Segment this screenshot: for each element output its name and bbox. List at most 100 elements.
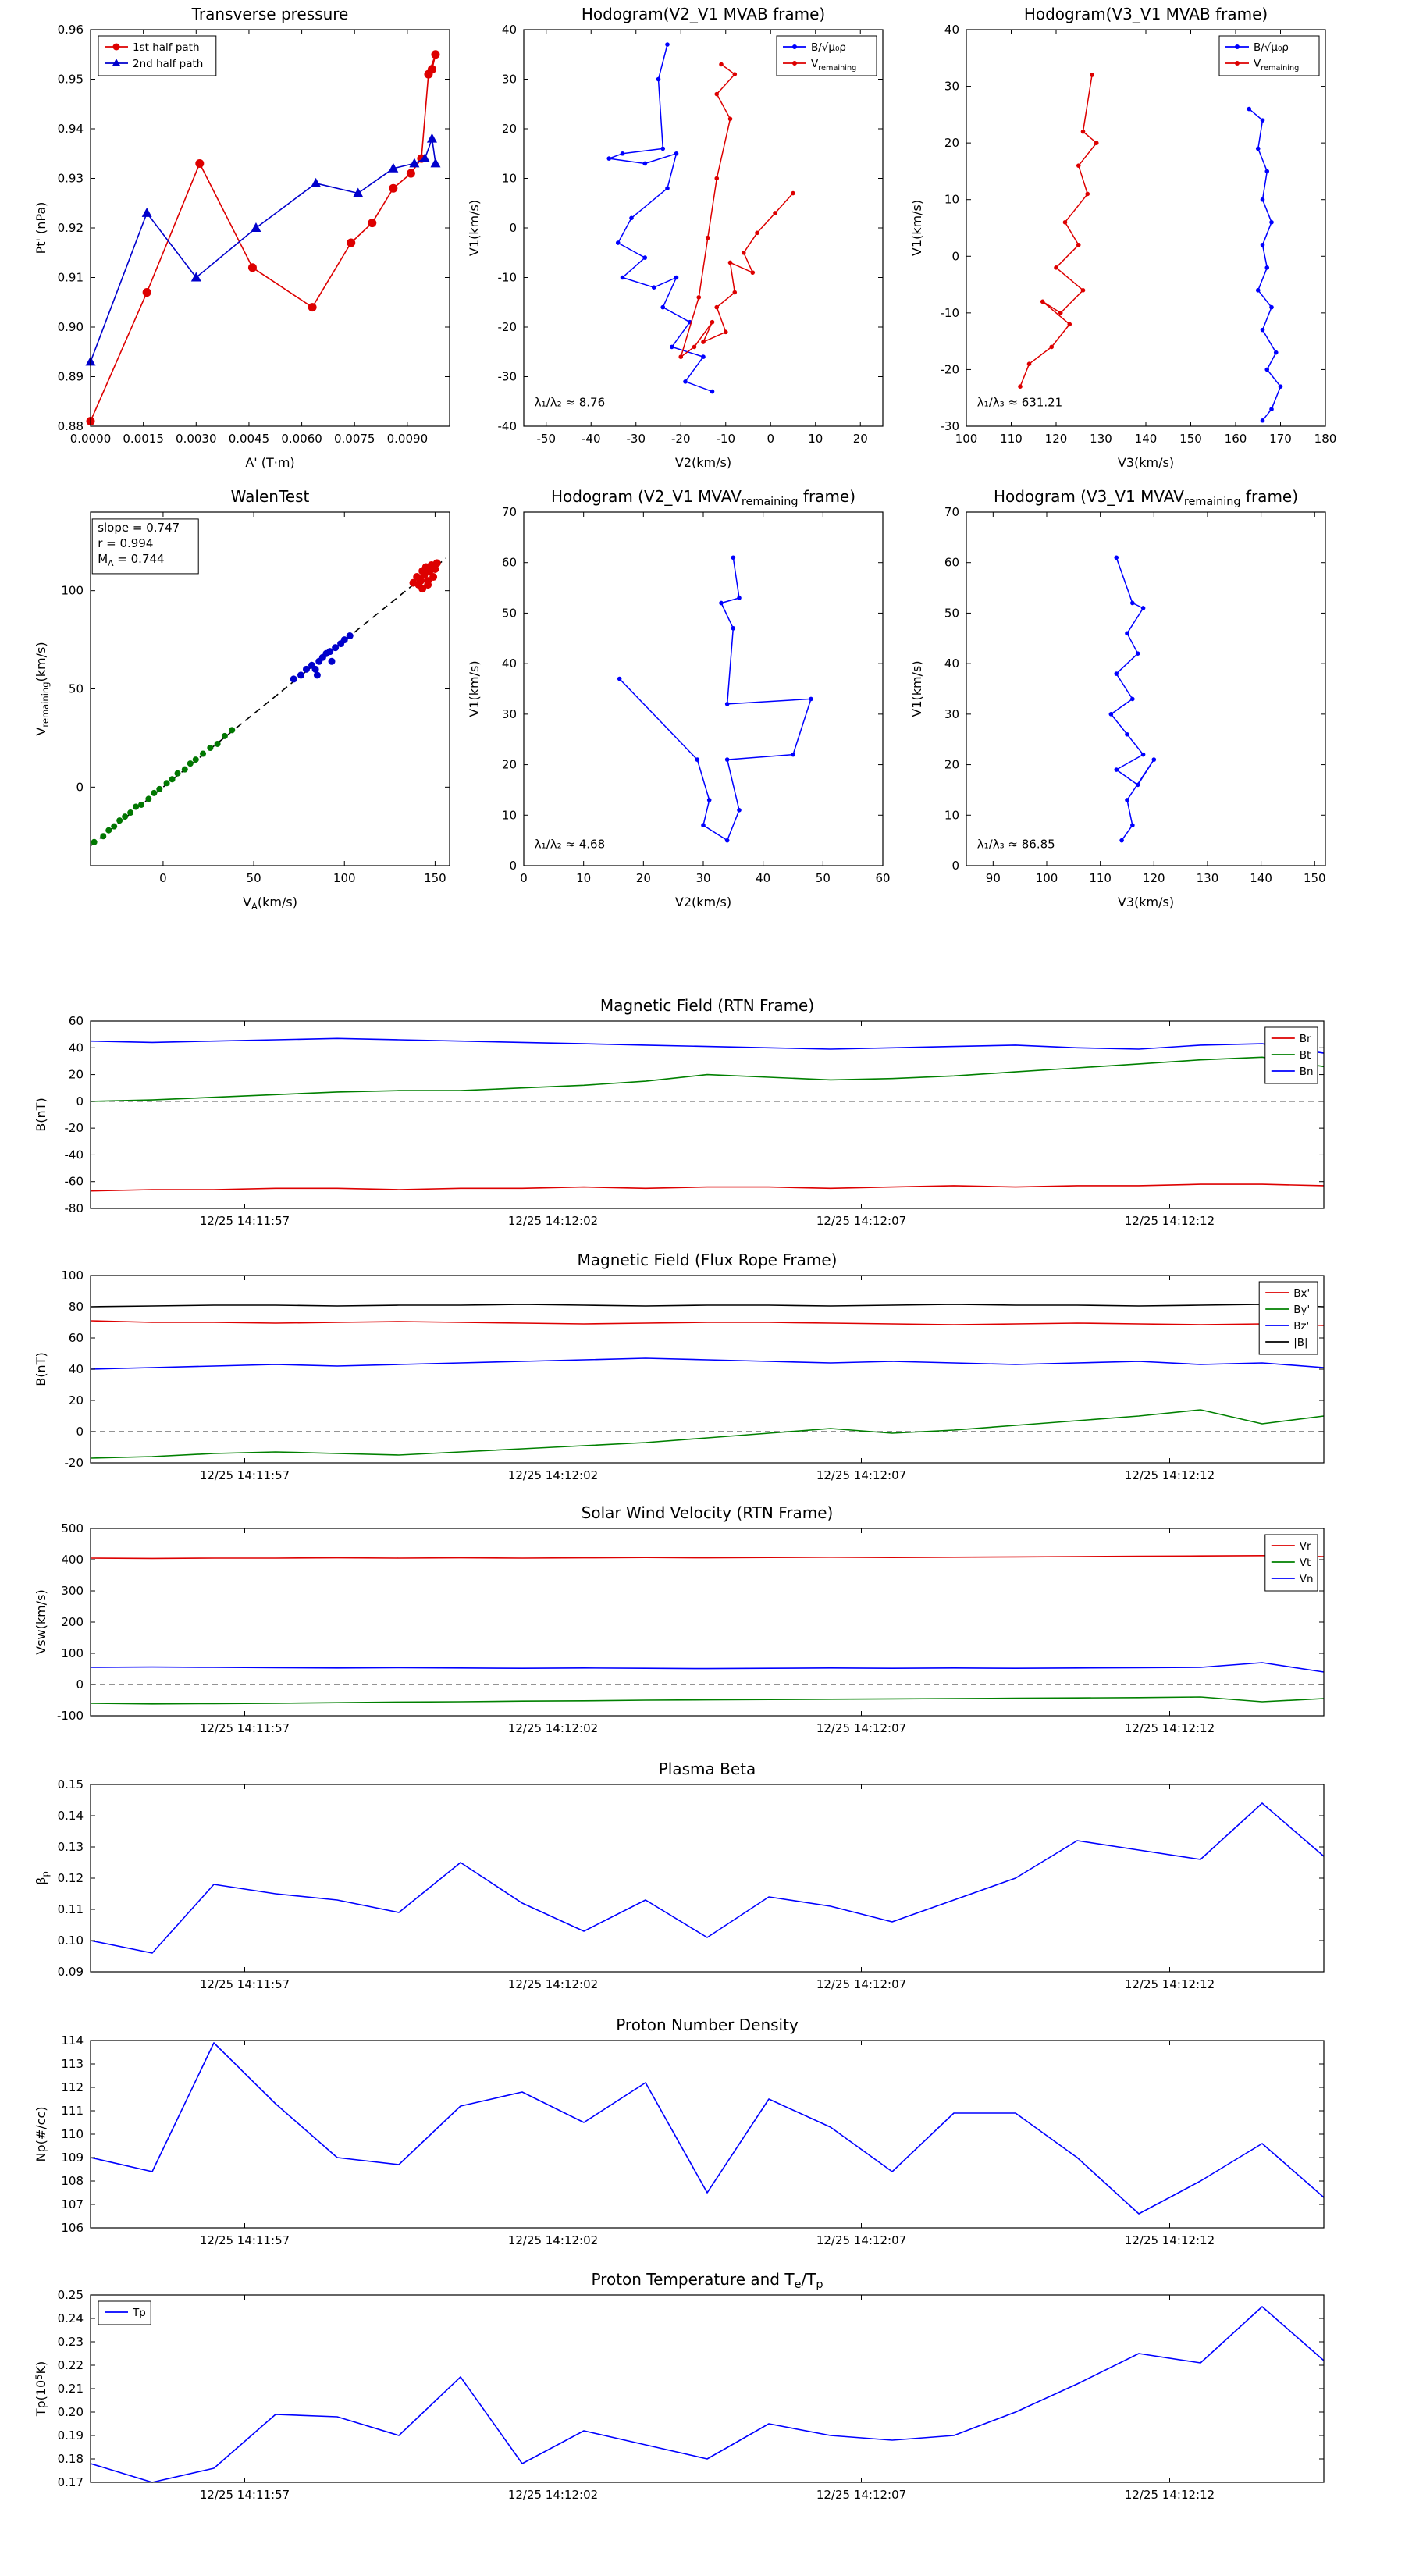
svg-text:0.11: 0.11 [58, 1902, 84, 1916]
svg-text:V3(km/s): V3(km/s) [1118, 895, 1174, 909]
svg-text:B(nT): B(nT) [34, 1098, 48, 1131]
svg-text:30: 30 [502, 707, 517, 721]
svg-text:-100: -100 [57, 1709, 84, 1723]
svg-text:300: 300 [61, 1584, 84, 1598]
svg-text:160: 160 [1225, 432, 1247, 446]
chart-magnetic-field-flux-rope: 12/25 14:11:57 12/25 14:12:02 12/25 14:12:… [34, 1251, 1325, 1482]
svg-text:Magnetic Field (RTN Frame): Magnetic Field (RTN Frame) [600, 996, 814, 1015]
svg-text:-20: -20 [671, 432, 691, 446]
svg-text:12/25 14:12:02: 12/25 14:12:02 [508, 1468, 598, 1482]
svg-text:100: 100 [333, 871, 356, 885]
svg-text:100: 100 [955, 432, 978, 446]
svg-text:100: 100 [61, 1268, 84, 1283]
svg-text:Vn: Vn [1300, 1573, 1314, 1585]
svg-text:12/25 14:12:12: 12/25 14:12:12 [1125, 2233, 1215, 2247]
svg-text:0.0045: 0.0045 [229, 432, 270, 446]
svg-text:12/25 14:12:07: 12/25 14:12:07 [816, 2488, 906, 2502]
svg-text:Solar Wind Velocity (RTN Frame: Solar Wind Velocity (RTN Frame) [582, 1503, 834, 1522]
svg-text:MA = 0.744: MA = 0.744 [98, 552, 164, 568]
svg-text:0: 0 [520, 871, 528, 885]
svg-text:20: 20 [944, 136, 959, 150]
svg-text:Hodogram (V3_V1 MVAVremaining: Hodogram (V3_V1 MVAVremaining frame) [994, 487, 1298, 508]
svg-text:λ₁/λ₃ ≈ 86.85: λ₁/λ₃ ≈ 86.85 [977, 837, 1055, 851]
svg-text:70: 70 [944, 505, 959, 519]
svg-text:0.22: 0.22 [58, 2358, 84, 2372]
svg-text:B(nT): B(nT) [34, 1352, 48, 1386]
svg-text:110: 110 [61, 2127, 84, 2141]
svg-text:100: 100 [61, 584, 84, 598]
svg-text:50: 50 [247, 871, 261, 885]
svg-text:0.0090: 0.0090 [387, 432, 429, 446]
svg-text:0.90: 0.90 [58, 320, 84, 334]
svg-text:0.0075: 0.0075 [334, 432, 375, 446]
svg-text:λ₁/λ₂ ≈ 4.68: λ₁/λ₂ ≈ 4.68 [535, 837, 605, 851]
svg-text:V1(km/s): V1(km/s) [909, 660, 924, 717]
svg-text:500: 500 [61, 1521, 84, 1535]
svg-text:50: 50 [944, 606, 959, 620]
svg-text:113: 113 [61, 2057, 84, 2071]
svg-text:0: 0 [159, 871, 167, 885]
svg-text:V1(km/s): V1(km/s) [467, 660, 482, 717]
svg-text:12/25 14:12:02: 12/25 14:12:02 [508, 2233, 598, 2247]
svg-text:120: 120 [1143, 871, 1165, 885]
svg-text:B/√μ₀ρ: B/√μ₀ρ [1254, 41, 1289, 54]
svg-text:108: 108 [61, 2174, 84, 2188]
svg-text:Hodogram(V3_V1 MVAB frame): Hodogram(V3_V1 MVAB frame) [1024, 5, 1268, 23]
svg-text:-30: -30 [627, 432, 646, 446]
svg-text:12/25 14:11:57: 12/25 14:11:57 [200, 1214, 290, 1228]
svg-text:r = 0.994: r = 0.994 [98, 536, 153, 550]
svg-text:0.0015: 0.0015 [123, 432, 164, 446]
svg-text:110: 110 [1089, 871, 1112, 885]
svg-text:Bn: Bn [1300, 1066, 1314, 1078]
svg-text:Bx': Bx' [1293, 1287, 1310, 1300]
svg-text:12/25 14:11:57: 12/25 14:11:57 [200, 1977, 290, 1991]
svg-text:10: 10 [502, 172, 517, 186]
svg-text:170: 170 [1269, 432, 1292, 446]
svg-text:0.96: 0.96 [58, 23, 84, 37]
svg-text:12/25 14:12:02: 12/25 14:12:02 [508, 1214, 598, 1228]
svg-text:40: 40 [69, 1041, 84, 1055]
svg-text:0.15: 0.15 [58, 1777, 84, 1791]
svg-text:12/25 14:12:12: 12/25 14:12:12 [1125, 1214, 1215, 1228]
svg-text:Vremaining: Vremaining [811, 58, 856, 73]
svg-text:0.17: 0.17 [58, 2475, 84, 2489]
svg-text:0.95: 0.95 [58, 73, 84, 87]
svg-text:70: 70 [502, 505, 517, 519]
svg-text:180: 180 [1314, 432, 1337, 446]
svg-text:0: 0 [76, 780, 84, 794]
svg-text:40: 40 [502, 656, 517, 671]
svg-text:Transverse pressure: Transverse pressure [191, 5, 349, 23]
svg-text:-40: -40 [582, 432, 601, 446]
chart-hodogram-v2v1-mvab: -50 -40 -30 -20 -10 0 10 20 -40 -30 -20 -10 0 10 20 30 4… [467, 5, 884, 470]
svg-text:V2(km/s): V2(km/s) [675, 455, 731, 470]
svg-text:-50: -50 [537, 432, 557, 446]
svg-text:20: 20 [502, 122, 517, 136]
svg-text:Proton Number Density: Proton Number Density [616, 2016, 799, 2034]
svg-text:|B|: |B| [1293, 1336, 1307, 1349]
svg-text:0.19: 0.19 [58, 2428, 84, 2443]
svg-text:40: 40 [69, 1362, 84, 1376]
svg-text:12/25 14:12:07: 12/25 14:12:07 [816, 1977, 906, 1991]
svg-text:Br: Br [1300, 1033, 1311, 1045]
svg-text:0.0030: 0.0030 [176, 432, 217, 446]
svg-text:Vt: Vt [1300, 1557, 1311, 1569]
svg-text:0.18: 0.18 [58, 2452, 84, 2466]
svg-text:12/25 14:11:57: 12/25 14:11:57 [200, 2233, 290, 2247]
svg-text:V2(km/s): V2(km/s) [675, 895, 731, 909]
svg-text:200: 200 [61, 1615, 84, 1629]
svg-text:60: 60 [875, 871, 890, 885]
svg-text:By': By' [1293, 1304, 1310, 1316]
svg-text:WalenTest: WalenTest [231, 487, 310, 506]
svg-text:-10: -10 [498, 271, 518, 285]
svg-text:VA(km/s): VA(km/s) [243, 895, 297, 912]
svg-text:50: 50 [502, 606, 517, 620]
svg-text:10: 10 [502, 808, 517, 822]
svg-text:0.89: 0.89 [58, 370, 84, 384]
chart-solar-wind-velocity: 12/25 14:11:57 12/25 14:12:02 12/25 14:12:… [34, 1503, 1325, 1735]
svg-text:0: 0 [509, 221, 517, 235]
svg-text:Pt' (nPa): Pt' (nPa) [34, 202, 48, 254]
svg-text:Vremaining: Vremaining [1254, 58, 1299, 73]
svg-text:12/25 14:12:07: 12/25 14:12:07 [816, 1721, 906, 1735]
svg-text:111: 111 [61, 2104, 84, 2118]
svg-text:2nd half path: 2nd half path [133, 58, 203, 70]
